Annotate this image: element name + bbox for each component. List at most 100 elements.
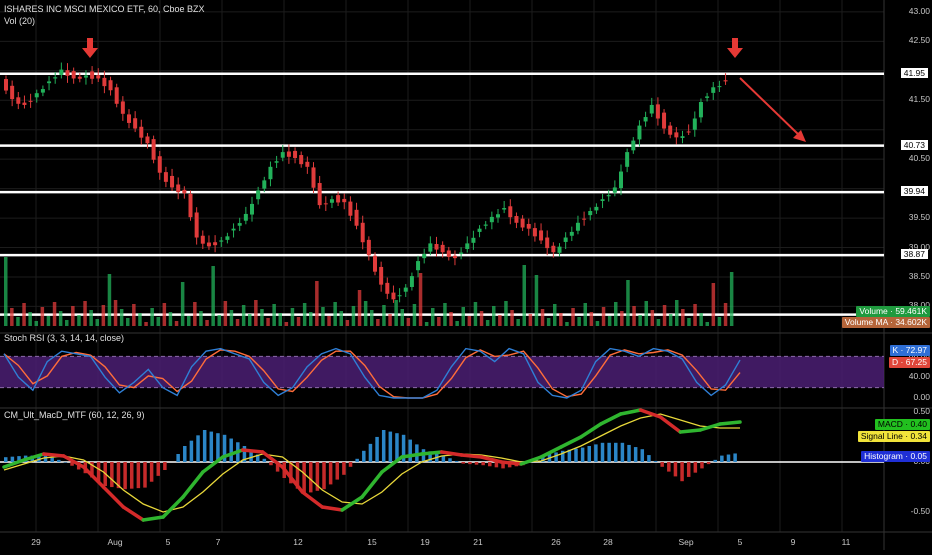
macd-line-segment: [81, 465, 106, 489]
candle-body: [600, 199, 605, 201]
macd-histogram-bar: [627, 444, 631, 462]
macd-histogram-bar: [229, 438, 233, 462]
macd-line-segment: [599, 412, 623, 426]
candle-body: [612, 187, 617, 193]
macd-line-segment: [2, 458, 26, 469]
volume-bar: [107, 274, 112, 326]
candle-body: [139, 126, 144, 138]
volume-bar: [473, 302, 478, 326]
macd-histogram-bar: [640, 449, 645, 462]
candle-body: [373, 255, 377, 272]
candle-body: [526, 223, 531, 229]
volume-bar: [223, 301, 228, 326]
candle-body: [619, 171, 623, 189]
volume-bar: [357, 290, 362, 326]
macd-histogram-bar: [733, 453, 737, 462]
macd-histogram-bar: [686, 462, 691, 477]
candle-body: [182, 189, 187, 194]
volume-bar: [650, 310, 655, 326]
macd-histogram-bar: [4, 457, 8, 462]
volume-bar: [302, 303, 307, 326]
candle-body: [65, 70, 70, 76]
candle-body: [440, 244, 445, 253]
volume-bar: [10, 308, 14, 326]
candle-body: [342, 198, 347, 203]
macd-histogram-bar: [667, 462, 671, 472]
volume-bar: [467, 316, 472, 326]
macd-histogram-bar: [541, 455, 545, 462]
macd-histogram-bar: [242, 446, 247, 462]
macd-line-segment: [519, 455, 543, 466]
volume-bar: [504, 301, 508, 326]
volume-bar: [455, 321, 459, 326]
macd-histogram-bar: [554, 452, 558, 462]
volume-bar: [656, 319, 661, 326]
candle-body: [280, 152, 285, 158]
candle-body: [311, 167, 316, 188]
candle-body: [422, 254, 427, 259]
candle-body: [108, 80, 113, 91]
k-tag: K · 72.97: [889, 345, 930, 356]
candle-body: [502, 208, 507, 210]
macd-histogram-bar: [567, 449, 572, 462]
volume-bar: [412, 304, 417, 326]
candle-body: [409, 276, 414, 287]
time-tick-label: 12: [293, 537, 303, 547]
price-tick-label: 39.00: [908, 241, 930, 252]
candle-body: [16, 97, 21, 104]
candle-body: [465, 243, 470, 249]
candle-body: [10, 85, 15, 100]
volume-bar: [528, 314, 533, 326]
volume-bar: [382, 305, 386, 326]
volume-bar: [168, 312, 173, 326]
macd-histogram-bar: [262, 458, 267, 462]
macd-histogram-bar: [255, 454, 260, 462]
volume-bar: [370, 310, 374, 326]
candle-body: [133, 118, 138, 129]
macd-histogram-bar: [116, 462, 121, 489]
volume-bar: [77, 315, 81, 326]
volume-bar: [321, 307, 325, 326]
candle-body: [293, 150, 298, 158]
candle-body: [594, 206, 599, 211]
macd-histogram-bar: [720, 455, 724, 462]
candle-body: [71, 71, 76, 79]
price-tick-label: 38.50: [908, 270, 930, 281]
volume-bar: [248, 314, 252, 326]
macd-line-segment: [638, 408, 663, 419]
macd-histogram-bar: [633, 447, 638, 462]
macd-histogram-bar: [156, 462, 161, 476]
macd-histogram-bar: [302, 462, 306, 494]
macd-histogram-bar: [653, 460, 658, 462]
candle-body: [157, 156, 162, 173]
time-tick-label: Aug: [107, 537, 123, 547]
volume-bar: [632, 306, 636, 326]
time-tick-label: 15: [367, 537, 377, 547]
macd-histogram-bar: [421, 449, 426, 462]
candle-body: [717, 86, 722, 88]
candle-body: [705, 96, 710, 98]
macd-histogram-bar: [342, 462, 346, 475]
stoch-rsi-label: Stoch RSI (3, 3, 14, 14, close): [4, 333, 125, 343]
macd-line-segment: [320, 505, 344, 512]
macd-histogram-bar: [269, 462, 273, 466]
macd-line-segment: [439, 450, 464, 457]
macd-histogram-bar: [50, 457, 54, 462]
candle-body: [317, 183, 322, 206]
time-tick-label: 21: [473, 537, 483, 547]
macd-histogram-bar: [428, 451, 432, 462]
volume-bar: [638, 315, 642, 326]
macd-histogram-bar: [63, 462, 68, 463]
candle-body: [329, 199, 334, 203]
candle-body: [575, 222, 580, 231]
macd-histogram-bar: [607, 442, 611, 462]
candle-body: [170, 175, 175, 188]
macd-histogram-bar: [216, 433, 220, 462]
candle-body: [77, 76, 82, 79]
volume-bar: [229, 310, 234, 326]
time-tick-label: 29: [31, 537, 41, 547]
macd-line-segment: [61, 454, 86, 469]
macd-histogram-bar: [90, 462, 94, 478]
